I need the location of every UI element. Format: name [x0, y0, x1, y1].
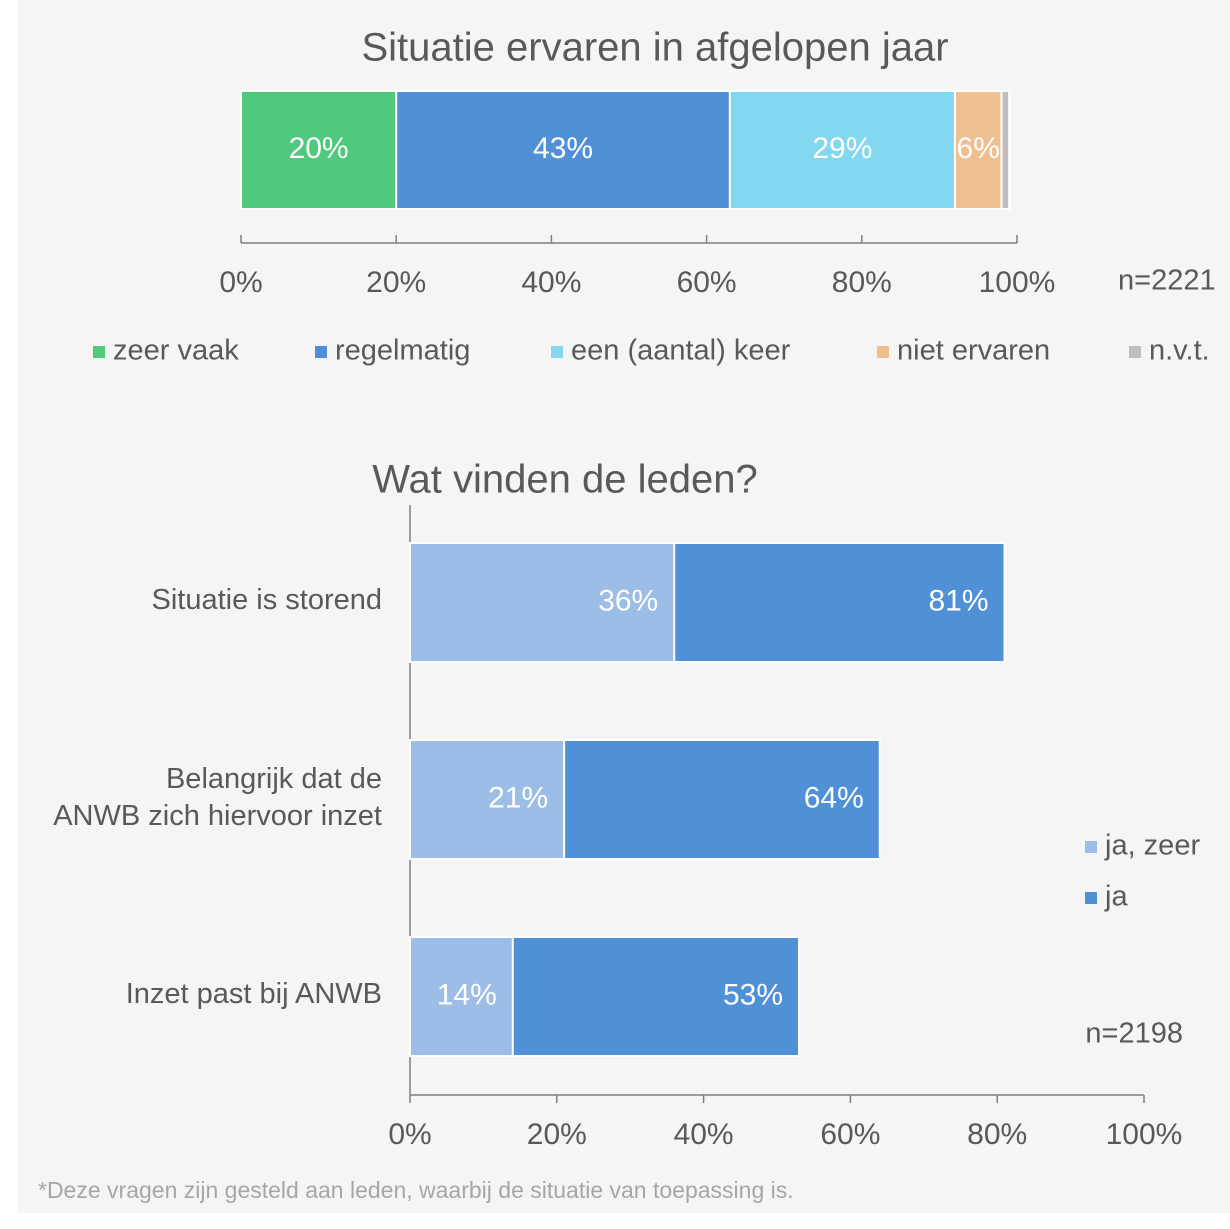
x-tick-label: 40% [674, 1118, 734, 1151]
x-tick-label: 100% [1106, 1118, 1183, 1151]
x-tick-label: 0% [219, 266, 262, 299]
data-label: 14% [437, 978, 497, 1011]
x-tick-label: 80% [967, 1118, 1027, 1151]
legend-swatch [1085, 892, 1097, 904]
data-label: 53% [723, 978, 783, 1011]
data-label: 81% [928, 584, 988, 617]
bar-segment [240, 90, 398, 210]
legend-swatch [1129, 346, 1141, 358]
category-label: Situatie is storend [151, 584, 382, 616]
data-label: 21% [488, 781, 548, 814]
x-tick-label: 0% [388, 1118, 431, 1151]
x-tick-label: 20% [527, 1118, 587, 1151]
x-tick-label: 100% [979, 266, 1056, 299]
legend-label: een (aantal) keer [571, 335, 791, 367]
legend-label: niet ervaren [897, 335, 1050, 367]
footnote: *Deze vragen zijn gesteld aan leden, waa… [38, 1177, 794, 1203]
data-label: 43% [533, 132, 593, 165]
x-tick-label: 20% [366, 266, 426, 299]
x-tick-label: 60% [820, 1118, 880, 1151]
data-label: 64% [804, 781, 864, 814]
legend-swatch [315, 346, 327, 358]
legend-label: regelmatig [335, 335, 470, 367]
legend-swatch [877, 346, 889, 358]
data-label: 36% [598, 584, 658, 617]
category-label: Belangrijk dat de ANWB zich hiervoor inz… [53, 762, 382, 832]
legend-label: n.v.t. [1149, 335, 1210, 367]
bar-segment [395, 90, 731, 210]
legend-label: ja [1104, 881, 1128, 913]
chart-title: Wat vinden de leden? [372, 458, 757, 502]
x-tick-label: 40% [521, 266, 581, 299]
data-label: 20% [289, 132, 349, 165]
bar [409, 542, 676, 663]
x-tick-label: 60% [677, 266, 737, 299]
x-tick-label: 80% [832, 266, 892, 299]
legend-label: ja, zeer [1104, 830, 1200, 862]
annotation: n=2198 [1085, 1018, 1183, 1050]
chart-title: Situatie ervaren in afgelopen jaar [361, 26, 948, 70]
bar-segment [1000, 90, 1011, 210]
legend-swatch [551, 346, 563, 358]
category-label: Inzet past bij ANWB [125, 978, 382, 1010]
data-label: 6% [957, 132, 1000, 165]
legend-label: zeer vaak [113, 335, 239, 367]
bar [409, 739, 566, 860]
legend-swatch [1085, 841, 1097, 853]
bar [409, 936, 514, 1057]
legend-swatch [93, 346, 105, 358]
annotation: n=2221 [1118, 265, 1216, 297]
data-label: 29% [812, 132, 872, 165]
bar-segment [728, 90, 956, 210]
